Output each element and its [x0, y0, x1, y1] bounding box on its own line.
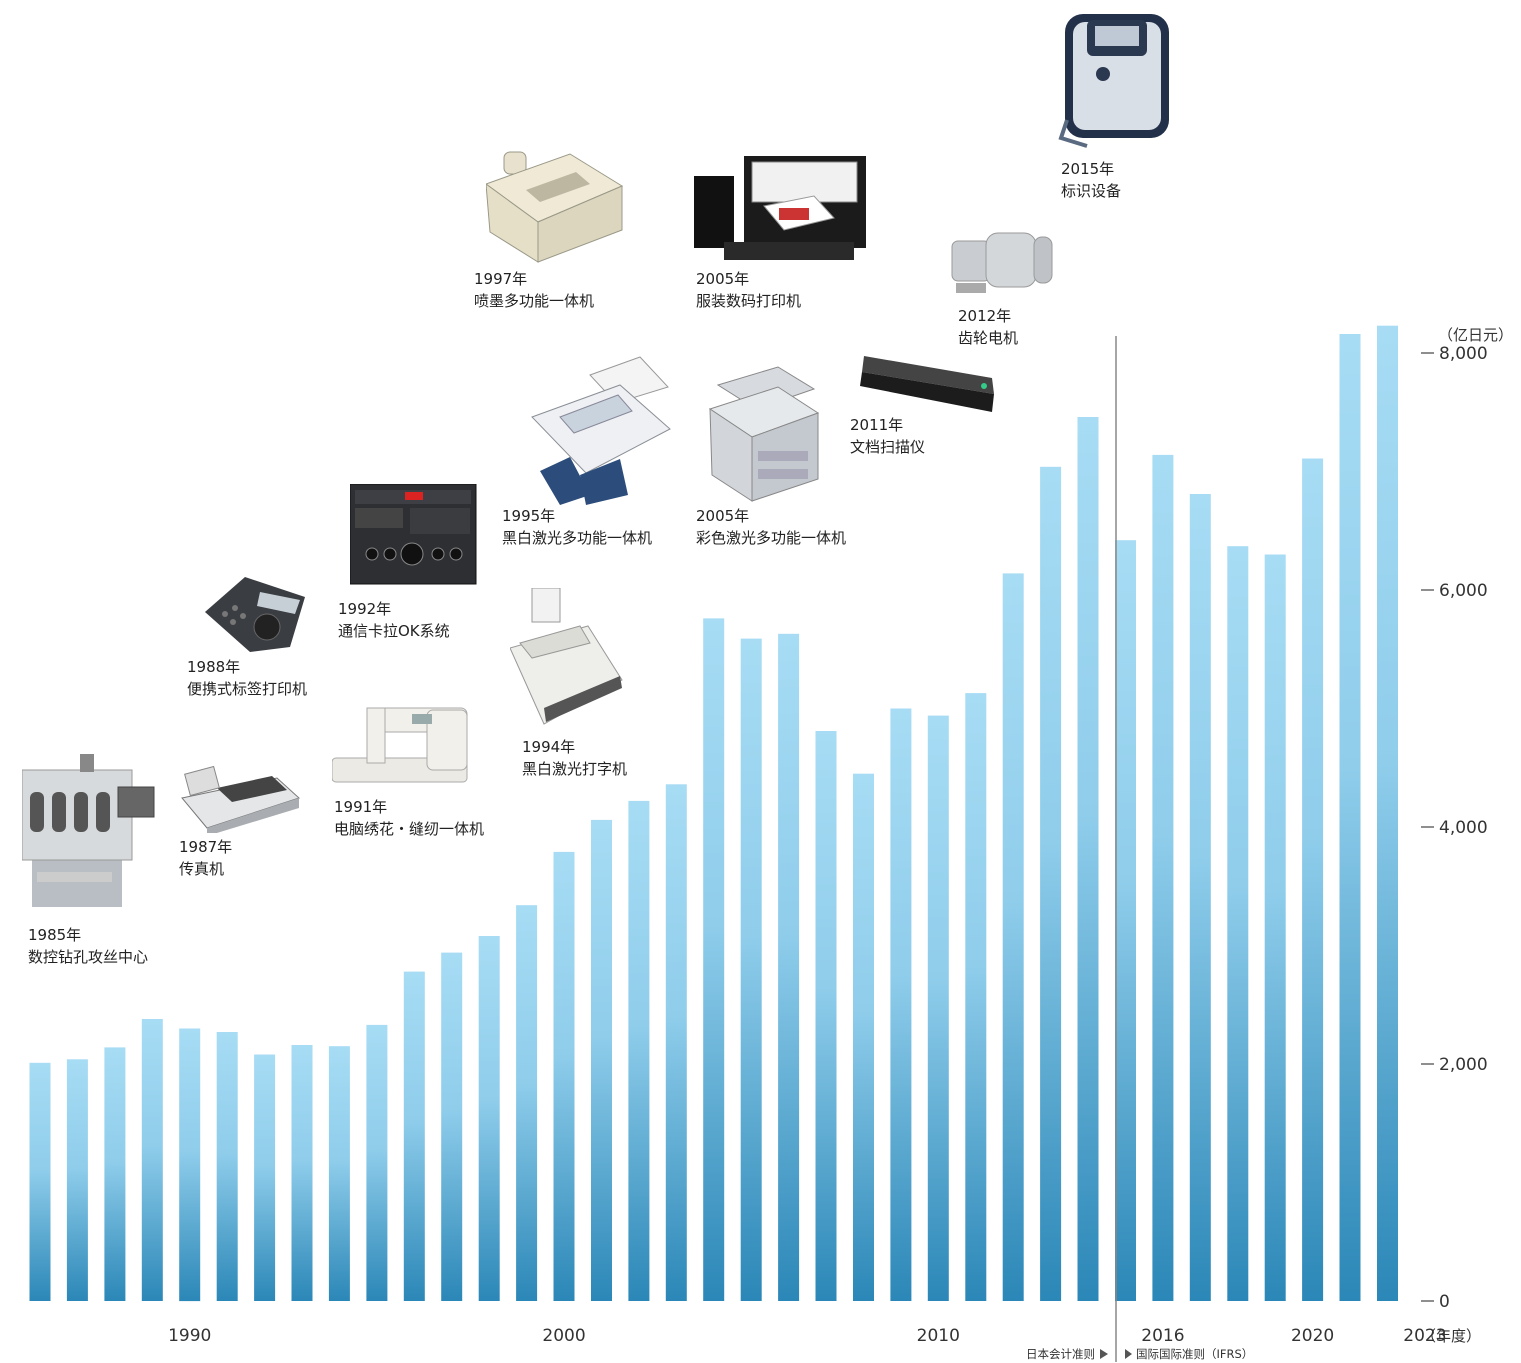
x-tick-label: 2016 — [1141, 1326, 1184, 1346]
bar-2019 — [1264, 554, 1286, 1301]
bar-2006 — [778, 633, 800, 1301]
x-tick-label: 2020 — [1291, 1326, 1334, 1346]
inkjet-mfc-icon — [484, 150, 626, 272]
product-name: 文档扫描仪 — [850, 438, 926, 456]
x-tick-label: 2000 — [542, 1326, 585, 1346]
product-year: 2011年 — [850, 416, 904, 434]
product-year: 1987年 — [179, 838, 233, 856]
bar-2014 — [1077, 417, 1099, 1301]
bar-2020 — [1302, 458, 1324, 1301]
product-name: 黑白激光多功能一体机 — [502, 529, 653, 547]
product-year: 1988年 — [187, 658, 241, 676]
bar-2011 — [965, 693, 987, 1301]
machining-center-icon — [21, 752, 162, 916]
y-tick-label: 0 — [1439, 1292, 1450, 1312]
y-tick-label: 4,000 — [1439, 818, 1488, 838]
bar-2021 — [1339, 334, 1361, 1301]
bar-2009 — [890, 708, 912, 1301]
bar-2005 — [740, 638, 762, 1301]
y-unit-label: （亿日元） — [1438, 326, 1513, 344]
bar-2007 — [815, 731, 837, 1301]
bar-1987 — [66, 1059, 88, 1301]
bar-1994 — [328, 1046, 350, 1301]
x-unit-label: （年度） — [1421, 1327, 1481, 1345]
bar-1993 — [291, 1045, 313, 1301]
product-name: 通信卡拉OK系统 — [338, 622, 450, 640]
bar-1988 — [104, 1047, 126, 1301]
product-year: 1994年 — [522, 738, 576, 756]
x-axis: 1990 2000 2010 2016 2020 2023（年度） — [168, 1326, 1481, 1346]
bar-2001 — [591, 819, 612, 1301]
bar-2004 — [703, 618, 725, 1301]
bar-2017 — [1189, 494, 1211, 1301]
product-name: 喷墨多功能一体机 — [474, 292, 595, 310]
sewing-machine-icon — [331, 700, 472, 790]
document-scanner-icon — [858, 352, 998, 418]
bar-2018 — [1227, 546, 1249, 1301]
jgaap-label: 日本会计准则 — [1026, 1347, 1095, 1361]
bar-1995 — [366, 1024, 388, 1301]
bar-1998 — [478, 936, 500, 1301]
product-year: 1995年 — [502, 507, 556, 525]
marking-device-icon — [1057, 10, 1172, 162]
product-name: 黑白激光打字机 — [522, 760, 628, 778]
ifrs-label: 国际国际准则（IFRS） — [1136, 1347, 1253, 1361]
bar-2000 — [553, 851, 575, 1301]
bar-1989 — [141, 1019, 163, 1301]
product-year: 2005年 — [696, 507, 750, 525]
laser-printer-icon — [509, 587, 625, 732]
x-tick-label: 1990 — [168, 1326, 211, 1346]
product-name: 电脑绣花・缝纫一体机 — [334, 820, 485, 838]
gear-motor-icon — [950, 225, 1054, 301]
bar-2016 — [1152, 454, 1174, 1301]
product-year: 2012年 — [958, 307, 1012, 325]
bar-series — [29, 325, 1398, 1302]
bar-1990 — [179, 1028, 201, 1302]
bar-1999 — [516, 905, 538, 1301]
product-year: 2005年 — [696, 270, 750, 288]
label-printer-icon — [205, 572, 310, 658]
y-tick-label: 6,000 — [1439, 581, 1488, 601]
bar-2003 — [665, 784, 687, 1301]
bar-2013 — [1040, 466, 1062, 1301]
product-year: 1992年 — [338, 600, 392, 618]
product-name: 传真机 — [179, 860, 225, 878]
bar-1986 — [29, 1062, 51, 1301]
bar-1997 — [441, 952, 463, 1301]
bar-1992 — [254, 1054, 276, 1301]
bar-2015 — [1115, 540, 1136, 1301]
bar-2002 — [628, 800, 650, 1301]
garment-printer-icon — [694, 156, 869, 268]
karaoke-system-icon — [349, 483, 478, 590]
y-tick-label: 8,000 — [1439, 344, 1488, 364]
product-name: 齿轮电机 — [958, 329, 1019, 347]
color-mfc-icon — [708, 365, 820, 509]
bar-2010 — [927, 715, 949, 1301]
product-name: 标识设备 — [1061, 182, 1122, 200]
x-tick-label: 2010 — [917, 1326, 960, 1346]
bar-2012 — [1002, 573, 1024, 1301]
x-tick-label: 2023 — [1403, 1326, 1446, 1346]
bar-1996 — [403, 971, 425, 1301]
y-axis: 0 2,000 4,000 6,000 8,000 — [1421, 344, 1488, 1312]
bar-2008 — [853, 773, 874, 1301]
bar-1991 — [216, 1032, 238, 1301]
product-year: 2015年 — [1061, 160, 1115, 178]
product-name: 便携式标签打印机 — [187, 680, 308, 698]
fax-machine-icon — [177, 758, 302, 837]
product-year: 1991年 — [334, 798, 388, 816]
bar-2022 — [1377, 325, 1398, 1301]
product-name: 数控钻孔攻丝中心 — [28, 948, 149, 966]
product-name: 服装数码打印机 — [696, 292, 802, 310]
product-year: 1997年 — [474, 270, 528, 288]
product-name: 彩色激光多功能一体机 — [696, 529, 847, 547]
right-arrow-icon — [1125, 1349, 1132, 1359]
y-tick-label: 2,000 — [1439, 1055, 1488, 1075]
product-year: 1985年 — [28, 926, 82, 944]
mono-mfc-icon — [530, 355, 672, 509]
left-arrow-icon — [1100, 1349, 1108, 1359]
